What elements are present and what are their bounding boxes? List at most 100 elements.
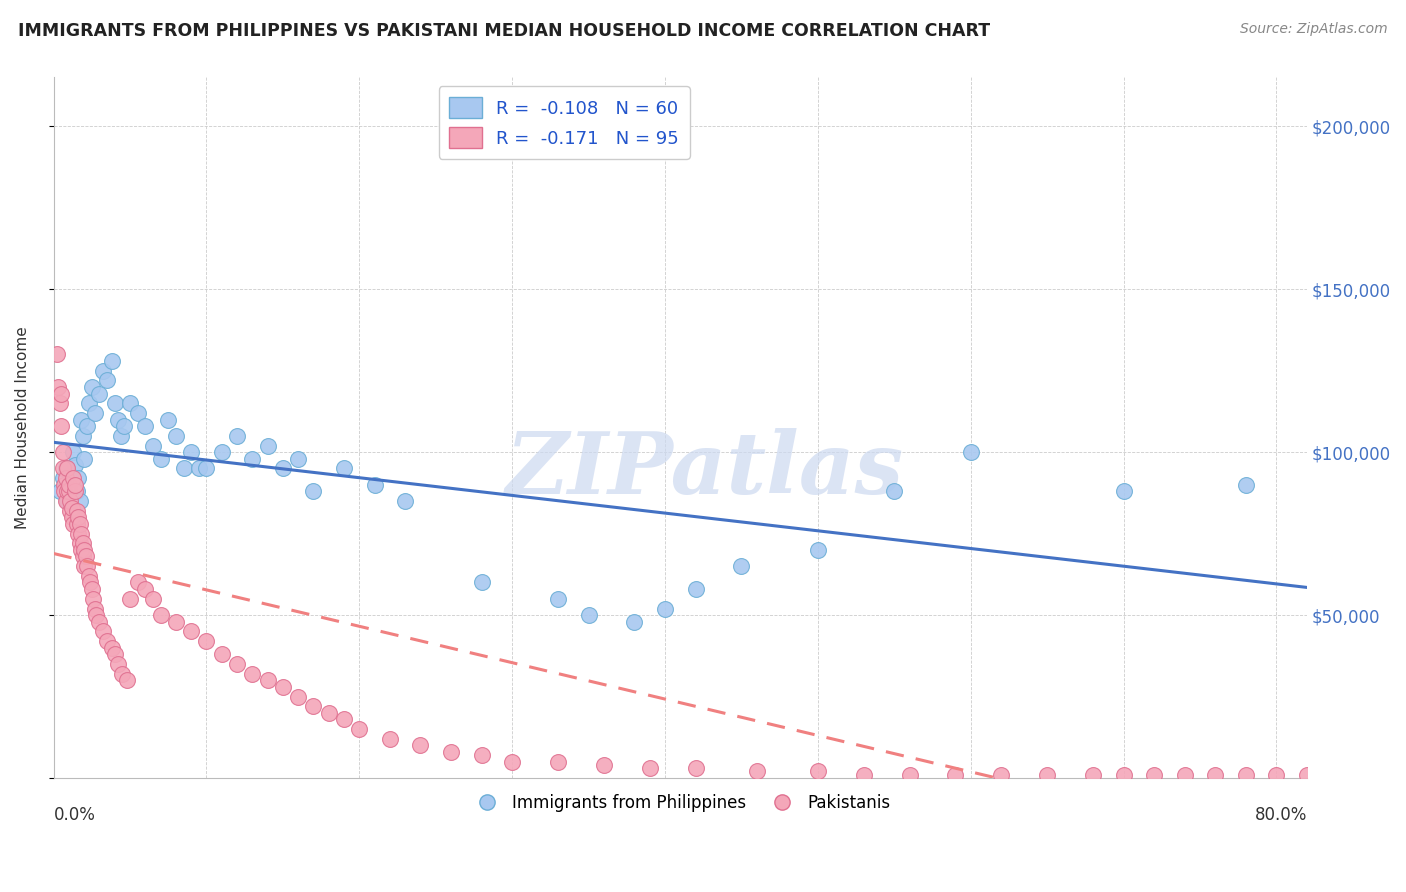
Point [73,559,96,574]
Point [547,755,569,769]
Point [318,706,340,720]
Point [127,406,149,420]
Point [60,500,83,515]
Point [440,745,463,759]
Text: ZIPatlas: ZIPatlas [506,428,904,511]
Point [70,542,93,557]
Point [52,461,75,475]
Point [52,471,75,485]
Point [107,657,129,671]
Point [807,764,830,779]
Point [111,666,134,681]
Point [240,451,263,466]
Point [1234,477,1257,491]
Point [807,542,830,557]
Point [45,347,67,361]
Point [195,461,218,475]
Point [363,477,385,491]
Point [149,608,172,623]
Text: 0.0%: 0.0% [53,806,96,824]
Point [65,516,87,531]
Point [56,494,79,508]
Point [89,615,111,629]
Point [685,582,707,596]
Point [638,761,661,775]
Point [118,591,141,606]
Point [55,494,77,508]
Point [82,591,104,606]
Point [104,396,127,410]
Point [142,591,165,606]
Point [76,419,98,434]
Point [1234,768,1257,782]
Point [69,536,91,550]
Point [1174,768,1197,782]
Point [89,386,111,401]
Point [67,510,90,524]
Point [256,673,278,688]
Point [180,624,202,639]
Point [46,380,69,394]
Point [501,755,523,769]
Point [852,768,875,782]
Point [86,608,108,623]
Point [83,406,105,420]
Point [73,542,96,557]
Text: Source: ZipAtlas.com: Source: ZipAtlas.com [1240,22,1388,37]
Point [91,364,114,378]
Point [593,758,616,772]
Point [73,451,96,466]
Point [83,601,105,615]
Point [685,761,707,775]
Point [165,615,187,629]
Point [63,458,86,473]
Point [59,467,82,482]
Point [96,374,118,388]
Point [48,484,70,499]
Point [945,768,967,782]
Point [349,722,371,736]
Point [65,504,87,518]
Point [1036,768,1059,782]
Point [226,429,249,443]
Point [287,451,309,466]
Legend: Immigrants from Philippines, Pakistanis: Immigrants from Philippines, Pakistanis [464,788,897,819]
Point [1357,768,1379,782]
Point [127,575,149,590]
Point [58,484,80,499]
Point [302,699,325,714]
Point [62,471,84,485]
Point [745,764,768,779]
Point [55,471,77,485]
Point [59,494,82,508]
Point [157,412,180,426]
Point [80,380,103,394]
Point [79,575,101,590]
Point [118,396,141,410]
Point [63,477,86,491]
Point [80,582,103,596]
Point [52,445,75,459]
Y-axis label: Median Household Income: Median Household Income [15,326,30,529]
Point [271,680,294,694]
Point [240,666,263,681]
Point [69,494,91,508]
Point [287,690,309,704]
Point [59,504,82,518]
Point [100,354,122,368]
Point [547,591,569,606]
Point [211,647,233,661]
Point [471,748,494,763]
Point [1112,768,1135,782]
Point [134,582,156,596]
Point [730,559,752,574]
Point [63,484,86,499]
Point [70,526,93,541]
Point [898,768,921,782]
Point [378,731,401,746]
Point [654,601,676,615]
Point [62,445,84,459]
Point [165,429,187,443]
Point [578,608,600,623]
Point [302,484,325,499]
